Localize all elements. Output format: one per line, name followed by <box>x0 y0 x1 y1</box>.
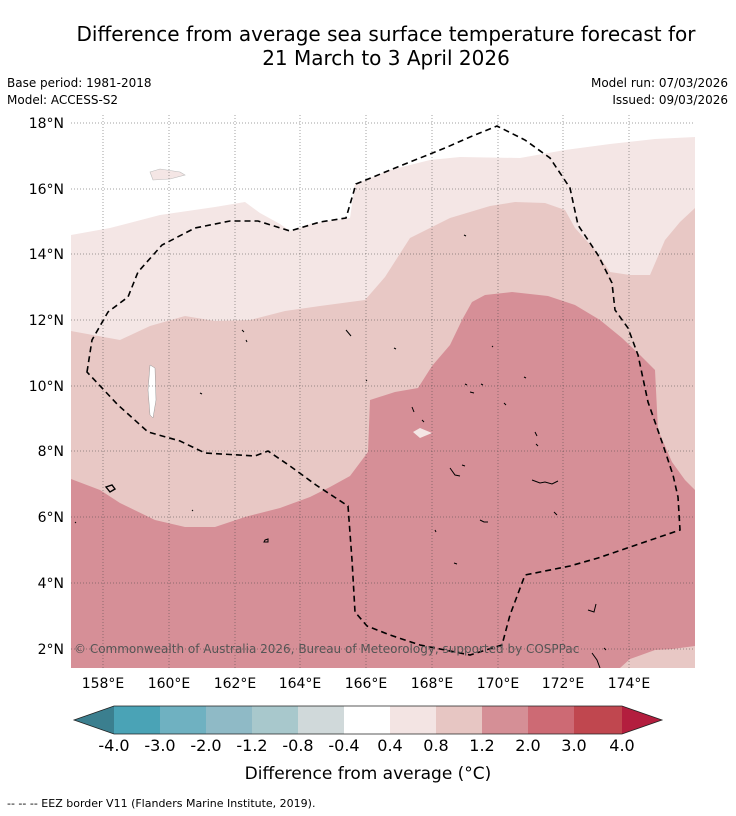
colorbar-segment <box>298 706 344 734</box>
colorbar-label: 0.4 <box>377 736 402 755</box>
colorbar-label: -0.8 <box>282 736 313 755</box>
colorbar-label: 2.0 <box>515 736 540 755</box>
lat-label: 6°N <box>38 510 64 526</box>
colorbar-segment <box>206 706 252 734</box>
meta-left: Base period: 1981-2018 Model: ACCESS-S2 <box>7 75 152 109</box>
title-line-1: Difference from average sea surface temp… <box>76 22 696 46</box>
title-line-2: 21 March to 3 April 2026 <box>262 46 510 70</box>
lat-label: 18°N <box>29 116 64 132</box>
lon-label: 158°E <box>82 676 125 692</box>
lat-label: 12°N <box>29 313 64 329</box>
colorbar-min-arrow <box>74 706 114 734</box>
colorbar-segment <box>344 706 390 734</box>
lon-label: 166°E <box>345 676 388 692</box>
model-name: Model: ACCESS-S2 <box>7 93 119 107</box>
colorbar-label: -2.0 <box>190 736 221 755</box>
colorbar: -4.0 -3.0 -2.0 -1.2 -0.8 -0.4 0.4 0.8 1.… <box>72 705 664 755</box>
lon-label: 164°E <box>279 676 322 692</box>
colorbar-segment <box>390 706 436 734</box>
base-period: Base period: 1981-2018 <box>7 76 152 90</box>
grid-lines <box>71 115 695 668</box>
footer-legend: -- -- -- EEZ border V11 (Flanders Marine… <box>7 797 316 810</box>
colorbar-segment <box>252 706 298 734</box>
colorbar-label: -0.4 <box>328 736 359 755</box>
longitude-labels: 158°E 160°E 162°E 164°E 166°E 168°E 170°… <box>82 676 651 692</box>
lon-label: 170°E <box>477 676 520 692</box>
lon-label: 162°E <box>214 676 257 692</box>
meta-right: Model run: 07/03/2026 Issued: 09/03/2026 <box>591 75 728 109</box>
colorbar-label: -1.2 <box>236 736 267 755</box>
colorbar-segment <box>436 706 482 734</box>
chart-title: Difference from average sea surface temp… <box>0 22 736 70</box>
colorbar-label: 3.0 <box>561 736 586 755</box>
lat-label: 8°N <box>38 444 64 460</box>
lon-label: 168°E <box>411 676 454 692</box>
lon-label: 174°E <box>608 676 651 692</box>
colorbar-segment <box>160 706 206 734</box>
colorbar-segment <box>482 706 528 734</box>
lat-label: 14°N <box>29 247 64 263</box>
lon-label: 172°E <box>542 676 585 692</box>
eez-border <box>86 125 681 656</box>
lon-label: 160°E <box>148 676 191 692</box>
colorbar-segment <box>114 706 160 734</box>
atolls <box>74 234 607 668</box>
lat-label: 16°N <box>29 182 64 198</box>
colorbar-label: 1.2 <box>469 736 494 755</box>
colorbar-max-arrow <box>622 706 662 734</box>
colorbar-label: 0.8 <box>423 736 448 755</box>
colorbar-label: 4.0 <box>609 736 634 755</box>
colorbar-label: -3.0 <box>144 736 175 755</box>
issued-date: Issued: 09/03/2026 <box>612 93 728 107</box>
model-run: Model run: 07/03/2026 <box>590 76 728 90</box>
colorbar-title: Difference from average (°C) <box>244 764 492 784</box>
colorbar-segment <box>528 706 574 734</box>
lat-label: 2°N <box>38 642 64 658</box>
colorbar-label: -4.0 <box>98 736 129 755</box>
copyright-text: © Commonwealth of Australia 2026, Bureau… <box>74 642 579 656</box>
lat-label: 4°N <box>38 576 64 592</box>
colorbar-segment <box>574 706 622 734</box>
latitude-labels: 18°N 16°N 14°N 12°N 10°N 8°N 6°N 4°N 2°N <box>29 116 64 658</box>
lat-label: 10°N <box>29 379 64 395</box>
map-area: © Commonwealth of Australia 2026, Bureau… <box>71 115 695 668</box>
